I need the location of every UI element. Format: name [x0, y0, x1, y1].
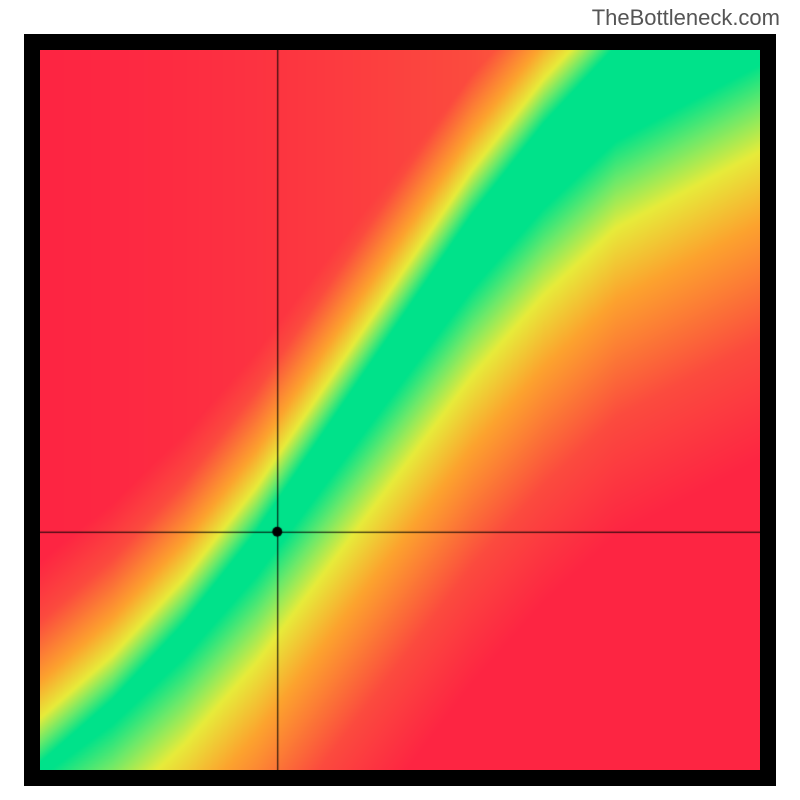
plot-inner: [40, 50, 760, 770]
plot-frame: [24, 34, 776, 786]
chart-container: TheBottleneck.com: [0, 0, 800, 800]
heatmap-canvas: [40, 50, 760, 770]
attribution-text: TheBottleneck.com: [592, 5, 780, 31]
